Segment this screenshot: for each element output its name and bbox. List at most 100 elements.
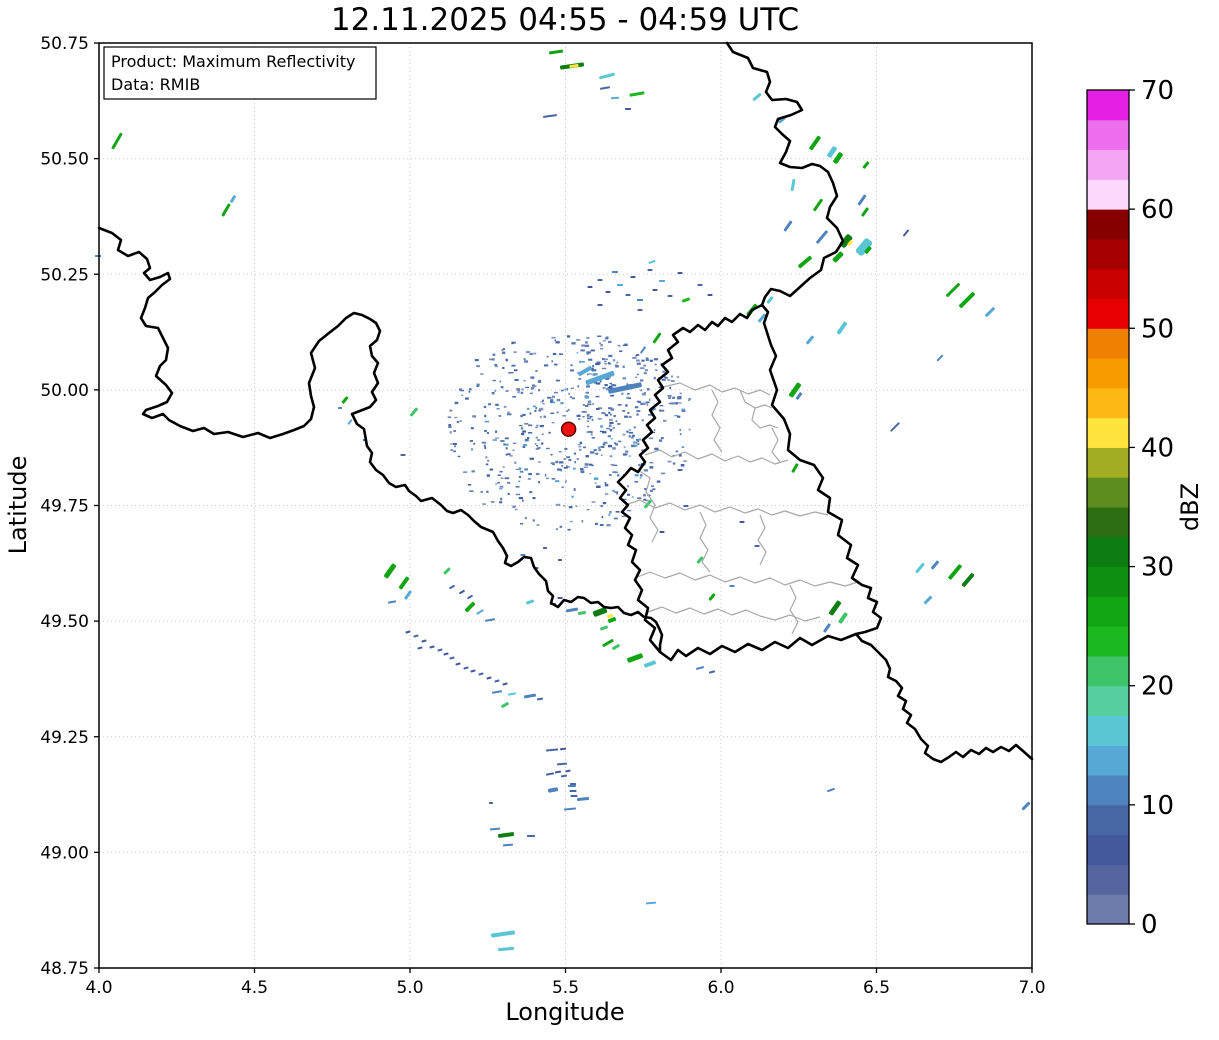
clutter-dot: [472, 415, 477, 418]
clutter-dot: [452, 442, 457, 445]
clutter-dot: [621, 392, 624, 395]
clutter-dot: [635, 376, 638, 378]
clutter-dot: [558, 353, 563, 355]
clutter-dot: [448, 426, 452, 428]
border-luxembourg: [616, 303, 883, 662]
clutter-dot: [595, 382, 601, 385]
radar-echo: [543, 114, 557, 118]
x-axis: 4.0 4.5 5.0 5.5 6.0 6.5 7.0: [85, 968, 1046, 998]
clutter-dot: [581, 344, 585, 347]
clutter-dot: [600, 505, 603, 508]
radar-echo: [739, 521, 745, 523]
clutter-dot: [556, 398, 561, 402]
clutter-dot: [631, 436, 634, 439]
clutter-dot: [617, 344, 621, 347]
clutter-dot: [596, 335, 602, 337]
colorbar-segment: [1087, 477, 1129, 508]
clutter-dot: [646, 388, 650, 391]
clutter-dot: [586, 337, 590, 339]
radar-echo: [490, 930, 516, 938]
radar-echo: [543, 547, 547, 549]
radar-echo: [463, 666, 469, 670]
clutter-dot: [643, 392, 646, 394]
clutter-dot: [555, 503, 561, 506]
clutter-dot: [516, 388, 521, 391]
colorbar-tick-label: 70: [1141, 76, 1174, 106]
clutter-dot: [652, 488, 656, 491]
radar-echo: [507, 692, 517, 696]
clutter-dot: [529, 353, 533, 355]
radar-echo: [497, 832, 515, 838]
clutter-dot: [506, 413, 512, 416]
clutter-dot: [628, 455, 631, 457]
radar-echo: [610, 96, 620, 100]
colorbar-tick-label: 30: [1141, 553, 1174, 583]
clutter-dot: [585, 341, 588, 344]
radar-echo: [563, 807, 577, 811]
clutter-dot: [594, 522, 598, 526]
radar-echo: [659, 531, 665, 533]
y-tick-label: 49.25: [40, 728, 89, 748]
clutter-dot: [613, 517, 618, 520]
radar-echo: [754, 545, 760, 547]
clutter-dot: [571, 397, 575, 400]
clutter-dot: [576, 457, 579, 461]
clutter-dot: [470, 427, 474, 430]
clutter-dot: [641, 393, 646, 396]
y-tick-label: 50.50: [40, 150, 89, 170]
clutter-dot: [449, 431, 452, 434]
clutter-dot: [624, 453, 628, 455]
clutter-dot: [495, 483, 498, 485]
radar-echo: [230, 195, 236, 203]
colorbar-tick-label: 20: [1141, 672, 1174, 702]
clutter-dot: [677, 415, 681, 418]
clutter-dot: [554, 363, 558, 366]
clutter-dot: [527, 431, 533, 434]
clutter-dot: [653, 376, 656, 380]
clutter-dot: [623, 446, 626, 448]
colorbar-segment: [1087, 90, 1129, 121]
clutter-dot: [538, 379, 541, 382]
canton-border: [771, 427, 781, 463]
colorbar-segment: [1087, 804, 1129, 836]
clutter-dot: [530, 376, 535, 379]
clutter-dot: [607, 362, 610, 365]
clutter-dot: [688, 398, 692, 400]
clutter-dot: [586, 509, 590, 511]
clutter-dot: [488, 403, 491, 406]
clutter-dot: [586, 385, 590, 388]
clutter-dot: [561, 486, 564, 489]
colorbar-segment: [1087, 328, 1129, 359]
radar-echo: [347, 419, 353, 425]
annotation-box: Product: Maximum Reflectivity Data: RMIB: [103, 46, 377, 100]
radar-echo: [536, 697, 544, 701]
clutter-dot: [570, 387, 575, 389]
clutter-dot: [522, 499, 524, 502]
clutter-dot: [656, 480, 661, 483]
clutter-dot: [483, 405, 487, 409]
clutter-dot: [581, 360, 585, 363]
clutter-dot: [536, 524, 540, 526]
radar-echo: [597, 279, 603, 281]
radar-echo: [502, 682, 508, 686]
y-axis: 48.75 49.00 49.25 49.50 49.75 50.00 50.25 50.50…: [40, 34, 99, 979]
radar-echo: [464, 601, 476, 613]
clutter-dot: [644, 369, 648, 372]
radar-clutter: [447, 335, 692, 531]
clutter-dot: [553, 391, 558, 394]
colorbar-segment: [1087, 655, 1129, 687]
radar-echo: [948, 564, 962, 580]
clutter-dot: [537, 439, 541, 441]
clutter-dot: [600, 446, 605, 448]
clutter-dot: [578, 418, 581, 420]
radar-echo: [502, 843, 514, 847]
clutter-dot: [520, 414, 523, 418]
clutter-dot: [484, 429, 487, 432]
clutter-dot: [589, 473, 592, 475]
radar-echo: [677, 272, 683, 274]
radar-echo: [798, 255, 812, 269]
clutter-dot: [635, 354, 640, 356]
clutter-dot: [627, 485, 629, 488]
radar-echo: [637, 299, 643, 301]
clutter-dot: [489, 468, 494, 471]
